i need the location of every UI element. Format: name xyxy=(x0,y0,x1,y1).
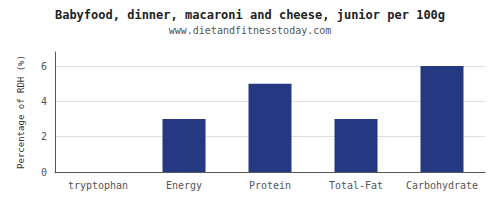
svg-text:Protein: Protein xyxy=(249,180,291,191)
svg-text:0: 0 xyxy=(41,167,47,178)
svg-text:2: 2 xyxy=(41,131,47,142)
svg-text:Percentage of RDH (%): Percentage of RDH (%) xyxy=(16,55,26,169)
svg-text:tryptophan: tryptophan xyxy=(68,180,128,191)
svg-text:4: 4 xyxy=(41,96,47,107)
svg-text:Babyfood, dinner, macaroni and: Babyfood, dinner, macaroni and cheese, j… xyxy=(55,8,445,22)
svg-text:www.dietandfitnesstoday.com: www.dietandfitnesstoday.com xyxy=(169,25,332,36)
svg-text:6: 6 xyxy=(41,61,47,72)
svg-text:Energy: Energy xyxy=(166,180,202,191)
svg-text:Carbohydrate: Carbohydrate xyxy=(406,180,478,191)
svg-text:Total-Fat: Total-Fat xyxy=(329,180,383,191)
